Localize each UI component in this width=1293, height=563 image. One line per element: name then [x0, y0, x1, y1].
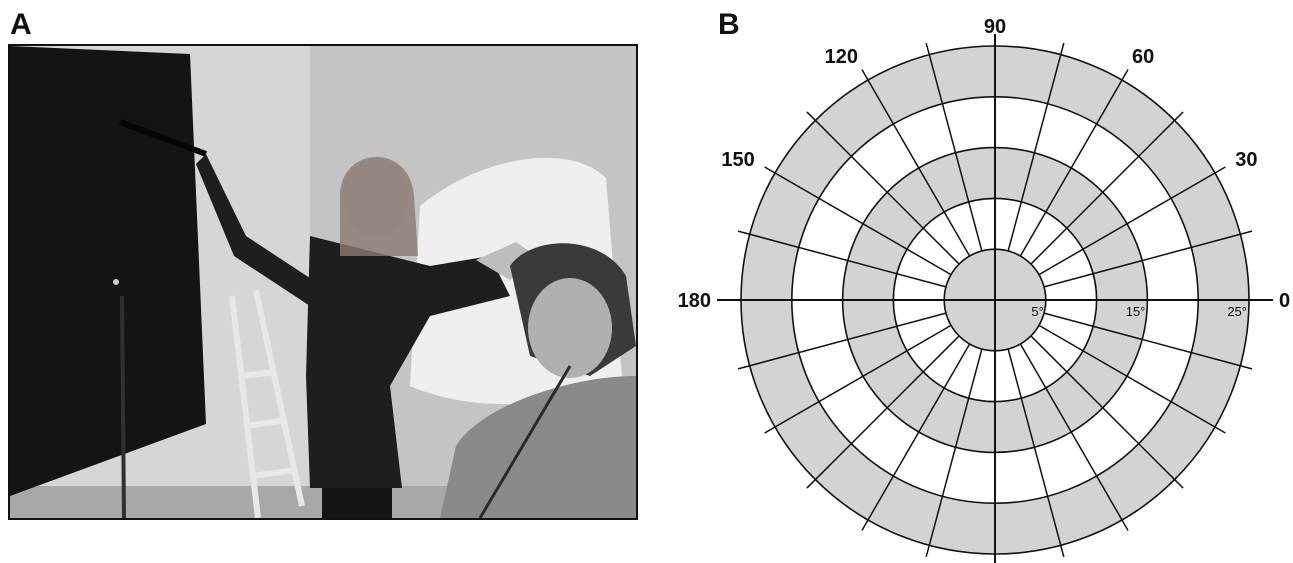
spoke-75: [1007, 42, 1065, 252]
spoke-15: [1043, 230, 1253, 288]
meridian-label-180: 180: [678, 290, 711, 312]
ring-10: [892, 197, 1098, 403]
spoke-45: [1030, 111, 1184, 265]
ring-25: [740, 45, 1250, 555]
pointer-wand: [118, 119, 208, 157]
spoke-345: [1043, 312, 1253, 370]
eccentricity-label-15: 15°: [1126, 304, 1146, 319]
polar-grid-chart: 0 30 60 90 120 150 180 5° 15° 25°: [678, 16, 1290, 563]
spoke-255: [925, 348, 983, 558]
spoke-105: [925, 42, 983, 252]
spoke-60: [1019, 69, 1129, 257]
tangent-screen: [10, 46, 206, 496]
patient: [440, 243, 636, 518]
ring-5: [943, 248, 1047, 352]
meridian-label-60: 60: [1132, 46, 1154, 68]
spoke-315: [1030, 335, 1184, 489]
spoke-195: [737, 312, 947, 370]
step-ladder: [229, 289, 305, 518]
ring-15: [841, 146, 1149, 454]
ring-20: [791, 96, 1199, 504]
spoke-300: [1019, 343, 1129, 531]
spoke-240: [861, 343, 971, 531]
panel-label-b: B: [718, 8, 740, 41]
meridian-label-150: 150: [721, 149, 754, 171]
meridian-label-0: 0: [1279, 290, 1290, 312]
spoke-30: [1038, 166, 1226, 276]
spoke-225: [806, 335, 960, 489]
meridian-label-90: 90: [984, 16, 1006, 38]
meridian-label-30: 30: [1235, 149, 1257, 171]
photo-illustration: [10, 46, 636, 518]
spoke-120: [861, 69, 971, 257]
spoke-165: [737, 230, 947, 288]
eccentricity-label-5: 5°: [1031, 304, 1043, 319]
photo-panel: [8, 44, 638, 520]
spoke-285: [1007, 348, 1065, 558]
spoke-330: [1038, 324, 1226, 434]
meridian-label-120: 120: [825, 46, 858, 68]
spoke-135: [806, 111, 960, 265]
spoke-210: [764, 324, 952, 434]
fixation-target: [113, 279, 119, 285]
polar-chart-panel: 0 30 60 90 120 150 180 5° 15° 25°: [660, 0, 1293, 563]
spoke-150: [764, 166, 952, 276]
screen-cord: [120, 295, 126, 518]
panel-label-a: A: [10, 8, 32, 41]
clinician: [196, 154, 536, 518]
eccentricity-label-25: 25°: [1227, 304, 1247, 319]
